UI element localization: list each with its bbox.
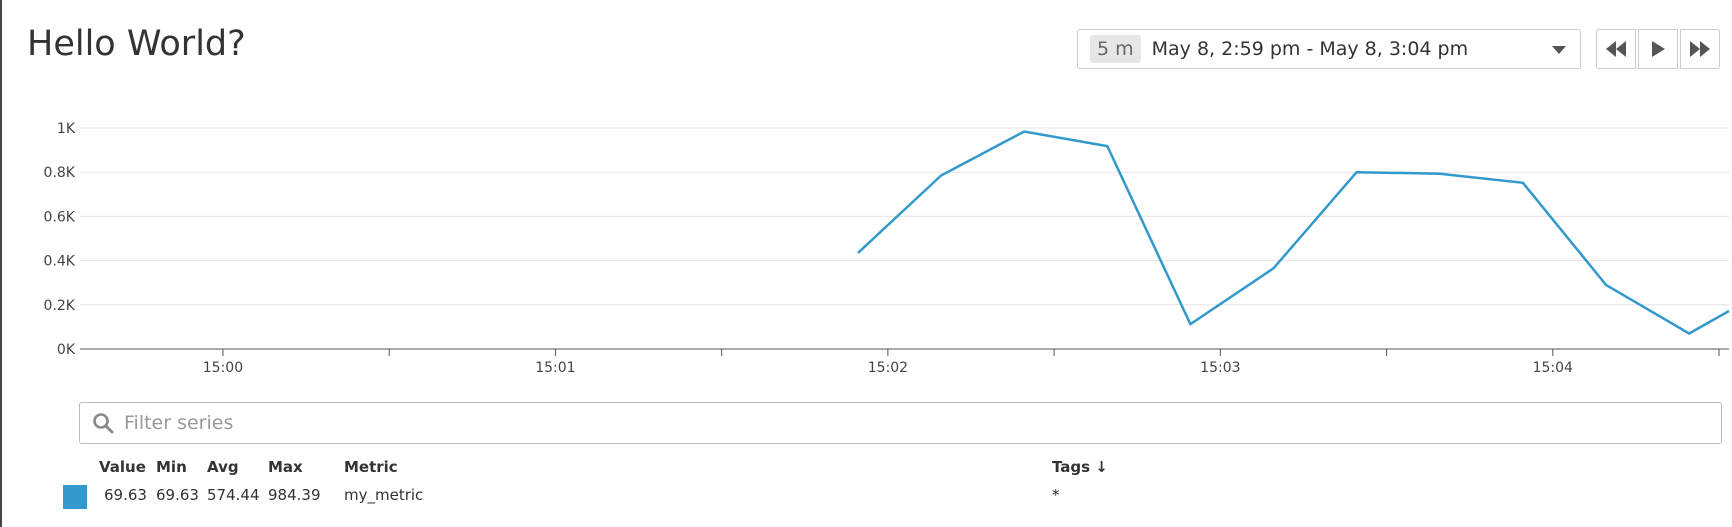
time-range-text: May 8, 2:59 pm - May 8, 3:04 pm (1151, 38, 1469, 60)
legend-header-value[interactable]: Value (99, 458, 146, 476)
y-tick-label: 0.6K (44, 209, 76, 225)
play-button[interactable] (1638, 29, 1678, 69)
legend-header-min[interactable]: Min (156, 458, 187, 476)
x-tick-label: 15:01 (535, 360, 575, 376)
legend-tags: * (1052, 486, 1060, 504)
time-navigation (1596, 29, 1720, 69)
y-tick-label: 1K (57, 121, 76, 137)
y-tick-label: 0.4K (44, 254, 76, 270)
chevron-down-icon (1552, 46, 1566, 54)
legend-min: 69.63 (156, 486, 199, 504)
legend-header-max[interactable]: Max (268, 458, 303, 476)
filter-series-input[interactable] (122, 411, 1626, 435)
line-chart: 0K 0.2K 0.4K 0.6K 0.8K 1K 15:00 15:01 15:02 15:03… (44, 121, 1730, 376)
play-icon (1652, 41, 1665, 57)
y-tick-label: 0.2K (44, 298, 76, 314)
y-tick-label: 0K (57, 342, 76, 358)
series-legend-table: Value Min Avg Max Metric Tags ↓ 69.63 69… (0, 458, 1732, 527)
x-tick-label: 15:02 (868, 360, 908, 376)
legend-header-avg[interactable]: Avg (207, 458, 239, 476)
x-tick-label: 15:03 (1200, 360, 1240, 376)
legend-max: 984.39 (268, 486, 321, 504)
x-tick-label: 15:04 (1533, 360, 1573, 376)
series-color-swatch (63, 485, 87, 509)
fast-forward-icon (1690, 41, 1710, 57)
fast-forward-button[interactable] (1680, 29, 1720, 69)
legend-value: 69.63 (104, 486, 147, 504)
rewind-button[interactable] (1596, 29, 1636, 69)
series-line-my-metric (857, 130, 1730, 335)
y-tick-label: 0.8K (44, 165, 76, 181)
legend-avg: 574.44 (207, 486, 260, 504)
page-title: Hello World? (27, 24, 246, 64)
timespan-badge: 5 m (1090, 35, 1141, 63)
rewind-icon (1606, 41, 1626, 57)
search-icon (93, 413, 114, 434)
legend-metric: my_metric (344, 486, 424, 504)
left-edge-border (0, 0, 2, 527)
x-tick-label: 15:00 (203, 360, 243, 376)
time-range-dropdown[interactable]: 5 m May 8, 2:59 pm - May 8, 3:04 pm (1077, 29, 1581, 69)
filter-series-box[interactable] (79, 402, 1722, 444)
legend-header-metric[interactable]: Metric (344, 458, 398, 476)
legend-header-tags[interactable]: Tags ↓ (1052, 458, 1108, 476)
